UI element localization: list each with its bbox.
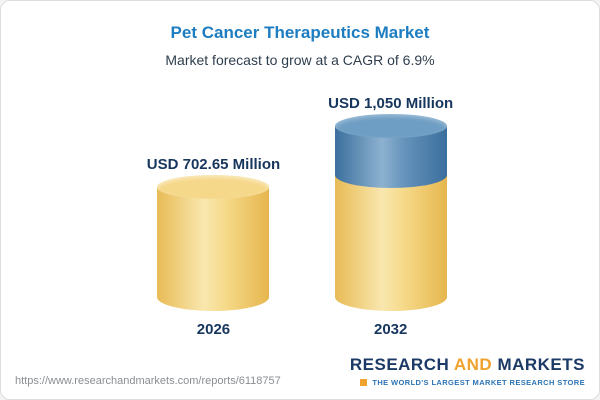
logo-word-markets: MARKETS [497, 355, 585, 375]
research-and-markets-logo: RESEARCH AND MARKETS THE WORLD'S LARGEST… [349, 355, 585, 387]
logo-tagline: THE WORLD'S LARGEST MARKET RESEARCH STOR… [372, 378, 585, 387]
cylinder-top-face [157, 175, 270, 199]
logo-square-icon [360, 379, 368, 386]
logo-word-research: RESEARCH [349, 355, 450, 375]
bar-group-2032: USD 1,050 Million 2032 [328, 95, 453, 339]
bar-value-label-2032: USD 1,050 Million [328, 95, 454, 112]
report-url[interactable]: https://www.researchandmarkets.com/repor… [15, 375, 281, 387]
cylinder-body [157, 187, 270, 311]
bar-category-label-2032: 2032 [373, 321, 408, 338]
cylinder-body [334, 175, 447, 311]
cylinder-top-face [334, 114, 447, 138]
bar-group-2026: USD 702.65 Million 2026 [147, 156, 280, 339]
chart-title: Pet Cancer Therapeutics Market [170, 23, 430, 42]
bar-value-label-2026: USD 702.65 Million [146, 156, 281, 173]
logo-wordmark: RESEARCH AND MARKETS [349, 355, 585, 375]
logo-tagline-row: THE WORLD'S LARGEST MARKET RESEARCH STOR… [350, 378, 585, 387]
bar-chart: USD 702.65 Million 2026 USD 1,050 Millio… [1, 89, 599, 339]
footer: https://www.researchandmarkets.com/repor… [1, 346, 599, 399]
bar-category-label-2026: 2026 [196, 321, 231, 338]
bar-cylinder-2026 [157, 175, 270, 311]
bar-cylinder-2032 [334, 114, 447, 311]
logo-word-and: AND [453, 355, 493, 375]
chart-subtitle: Market forecast to grow at a CAGR of 6.9… [165, 52, 435, 68]
